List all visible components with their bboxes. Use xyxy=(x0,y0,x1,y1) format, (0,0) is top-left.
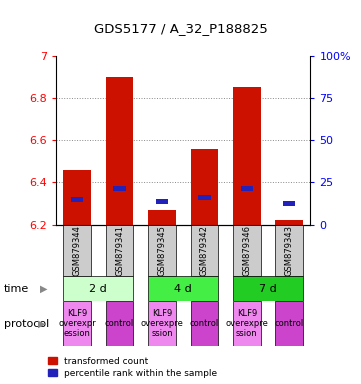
Text: ▶: ▶ xyxy=(40,284,47,294)
Bar xyxy=(191,301,218,346)
Bar xyxy=(148,301,176,346)
Text: GSM879345: GSM879345 xyxy=(157,225,166,276)
Text: 4 d: 4 d xyxy=(174,284,192,294)
Bar xyxy=(275,225,303,276)
Text: GSM879344: GSM879344 xyxy=(73,225,82,276)
Bar xyxy=(106,77,133,225)
Bar xyxy=(64,301,91,346)
Bar xyxy=(275,301,303,346)
Bar xyxy=(233,301,261,346)
Bar xyxy=(64,170,91,225)
Bar xyxy=(71,197,83,202)
Text: KLF9
overexpr
ession: KLF9 overexpr ession xyxy=(58,309,96,338)
Text: KLF9
overexpre
ssion: KLF9 overexpre ssion xyxy=(225,309,268,338)
Legend: transformed count, percentile rank within the sample: transformed count, percentile rank withi… xyxy=(48,357,217,377)
Text: ▶: ▶ xyxy=(38,318,45,329)
Bar xyxy=(191,149,218,225)
Bar xyxy=(148,210,176,225)
Bar xyxy=(233,276,303,301)
Text: GSM879341: GSM879341 xyxy=(115,225,124,276)
Text: GSM879342: GSM879342 xyxy=(200,225,209,276)
Text: GSM879346: GSM879346 xyxy=(242,225,251,276)
Text: 2 d: 2 d xyxy=(90,284,107,294)
Bar xyxy=(198,195,210,200)
Text: protocol: protocol xyxy=(4,318,49,329)
Bar xyxy=(113,186,126,191)
Text: control: control xyxy=(275,319,304,328)
Bar xyxy=(106,301,133,346)
Bar xyxy=(64,276,133,301)
Bar xyxy=(233,88,261,225)
Text: time: time xyxy=(4,284,29,294)
Bar xyxy=(106,225,133,276)
Bar xyxy=(64,225,91,276)
Text: 7 d: 7 d xyxy=(259,284,277,294)
Text: control: control xyxy=(190,319,219,328)
Bar xyxy=(283,201,295,206)
Text: KLF9
overexpre
ssion: KLF9 overexpre ssion xyxy=(140,309,183,338)
Bar xyxy=(156,199,168,204)
Bar xyxy=(241,186,253,191)
Text: GDS5177 / A_32_P188825: GDS5177 / A_32_P188825 xyxy=(93,22,268,35)
Text: GSM879343: GSM879343 xyxy=(285,225,294,276)
Bar xyxy=(191,225,218,276)
Bar xyxy=(275,220,303,225)
Bar xyxy=(148,276,218,301)
Text: control: control xyxy=(105,319,134,328)
Bar xyxy=(148,225,176,276)
Bar xyxy=(233,225,261,276)
